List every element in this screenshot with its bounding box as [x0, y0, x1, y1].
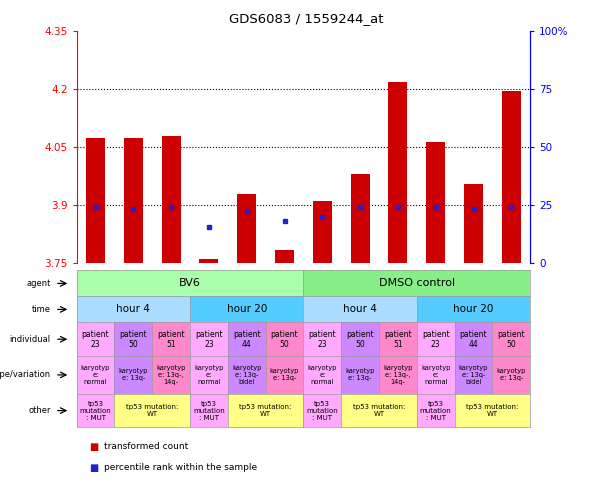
Text: percentile rank within the sample: percentile rank within the sample	[104, 463, 257, 472]
Text: individual: individual	[10, 335, 51, 344]
Text: tp53
mutation
: MUT: tp53 mutation : MUT	[80, 400, 112, 421]
Text: transformed count: transformed count	[104, 442, 188, 451]
Text: karyotyp
e:
normal: karyotyp e: normal	[194, 365, 224, 385]
Bar	[237, 194, 256, 263]
Bar	[426, 142, 445, 263]
Text: agent: agent	[26, 279, 51, 288]
Text: karyotyp
e:
normal: karyotyp e: normal	[308, 365, 337, 385]
Text: GDS6083 / 1559244_at: GDS6083 / 1559244_at	[229, 12, 384, 25]
Bar	[313, 201, 332, 263]
Bar	[86, 138, 105, 263]
Text: tp53 mutation:
WT: tp53 mutation: WT	[126, 404, 178, 417]
Text: patient
51: patient 51	[384, 329, 412, 349]
Bar	[124, 138, 143, 263]
Text: patient
50: patient 50	[120, 329, 147, 349]
Text: tp53
mutation
: MUT: tp53 mutation : MUT	[306, 400, 338, 421]
Text: hour 20: hour 20	[454, 304, 493, 314]
Text: karyotyp
e: 13q-: karyotyp e: 13q-	[119, 369, 148, 382]
Text: other: other	[28, 406, 51, 415]
Text: patient
50: patient 50	[346, 329, 374, 349]
Bar	[502, 91, 521, 263]
Text: hour 4: hour 4	[343, 304, 377, 314]
Text: patient
51: patient 51	[158, 329, 185, 349]
Text: karyotyp
e: 13q-
bidel: karyotyp e: 13q- bidel	[459, 365, 488, 385]
Text: tp53
mutation
: MUT: tp53 mutation : MUT	[420, 400, 452, 421]
Bar	[351, 174, 370, 263]
Text: patient
23: patient 23	[308, 329, 336, 349]
Text: ■: ■	[89, 463, 98, 472]
Bar	[275, 250, 294, 263]
Text: karyotyp
e: 13q-: karyotyp e: 13q-	[346, 369, 375, 382]
Text: karyotyp
e:
normal: karyotyp e: normal	[81, 365, 110, 385]
Text: BV6: BV6	[179, 279, 201, 288]
Text: karyotyp
e: 13q-: karyotyp e: 13q-	[270, 369, 299, 382]
Text: DMSO control: DMSO control	[379, 279, 455, 288]
Text: karyotyp
e: 13q-: karyotyp e: 13q-	[497, 369, 526, 382]
Text: patient
50: patient 50	[498, 329, 525, 349]
Bar	[389, 82, 408, 263]
Text: tp53 mutation:
WT: tp53 mutation: WT	[353, 404, 405, 417]
Text: tp53 mutation:
WT: tp53 mutation: WT	[240, 404, 292, 417]
Text: patient
23: patient 23	[195, 329, 223, 349]
Text: patient
44: patient 44	[233, 329, 261, 349]
Text: time: time	[32, 305, 51, 314]
Text: patient
23: patient 23	[82, 329, 109, 349]
Text: tp53 mutation:
WT: tp53 mutation: WT	[466, 404, 519, 417]
Text: genotype/variation: genotype/variation	[0, 370, 51, 380]
Text: ■: ■	[89, 442, 98, 452]
Text: karyotyp
e: 13q-,
14q-: karyotyp e: 13q-, 14q-	[383, 365, 413, 385]
Bar	[199, 259, 218, 263]
Text: karyotyp
e: 13q-
bidel: karyotyp e: 13q- bidel	[232, 365, 261, 385]
Text: hour 4: hour 4	[116, 304, 150, 314]
Text: karyotyp
e: 13q-,
14q-: karyotyp e: 13q-, 14q-	[156, 365, 186, 385]
Text: patient
23: patient 23	[422, 329, 449, 349]
Text: patient
50: patient 50	[271, 329, 299, 349]
Bar	[464, 184, 483, 263]
Text: tp53
mutation
: MUT: tp53 mutation : MUT	[193, 400, 225, 421]
Text: patient
44: patient 44	[460, 329, 487, 349]
Bar	[162, 136, 181, 263]
Text: karyotyp
e:
normal: karyotyp e: normal	[421, 365, 451, 385]
Text: hour 20: hour 20	[227, 304, 267, 314]
